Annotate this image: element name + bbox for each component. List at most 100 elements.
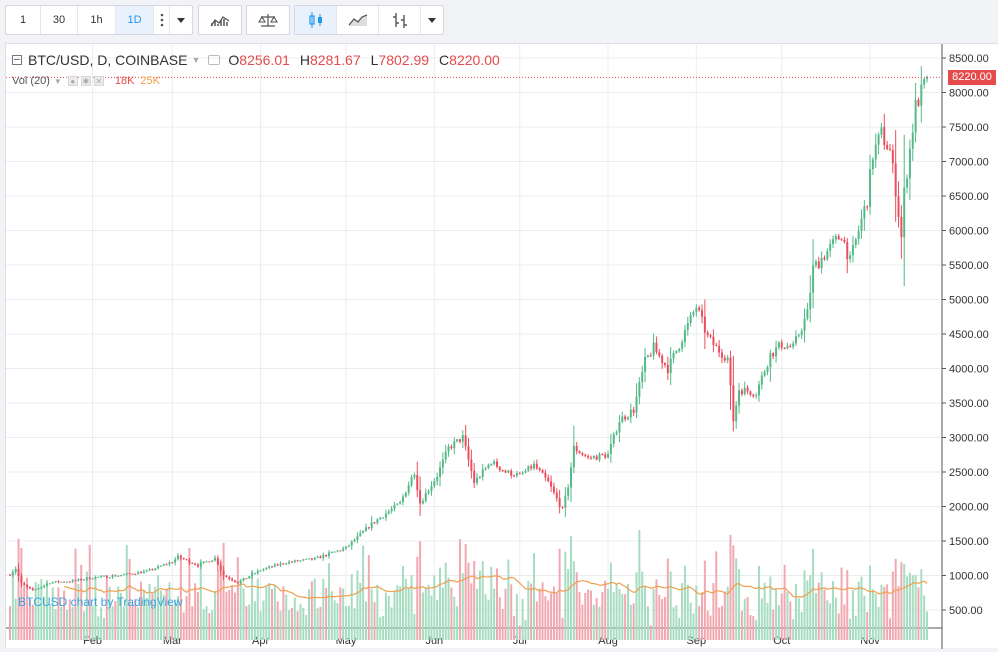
price-chart[interactable]: 8500.00 8000.00 7500.00 7000.00 6500.00 6000.… bbox=[6, 44, 998, 649]
volume-bar bbox=[299, 603, 302, 640]
y-tick-label: 1000.00 bbox=[949, 571, 989, 583]
candle-body bbox=[843, 239, 846, 243]
candle-body bbox=[219, 565, 222, 571]
chart-toolbar: 1 30 1h 1D bbox=[0, 0, 998, 40]
candle-body bbox=[732, 385, 735, 422]
candle-body bbox=[686, 322, 689, 331]
symbol-menu-caret-icon[interactable]: ▼ bbox=[191, 55, 201, 65]
volume-bar bbox=[638, 530, 641, 640]
volume-bar bbox=[869, 565, 872, 640]
candle-body bbox=[231, 578, 234, 581]
volume-bar bbox=[564, 551, 567, 640]
volume-bar bbox=[866, 612, 869, 640]
y-tick-label: 2500.00 bbox=[949, 467, 989, 479]
candle-body bbox=[165, 564, 168, 566]
candle-body bbox=[607, 453, 610, 458]
volume-bar bbox=[510, 584, 513, 640]
candle-body bbox=[171, 562, 174, 564]
volume-bar bbox=[239, 580, 242, 640]
candle-body bbox=[729, 357, 732, 386]
candle-body bbox=[117, 575, 120, 577]
candle-body bbox=[641, 371, 644, 383]
volume-bar bbox=[692, 613, 695, 640]
volume-bar bbox=[888, 618, 891, 640]
candle-body bbox=[689, 314, 692, 323]
candle-body bbox=[159, 565, 162, 567]
candle-body bbox=[185, 559, 188, 561]
candle-body bbox=[550, 481, 553, 487]
volume-bar bbox=[894, 558, 897, 640]
interval-1d-button[interactable]: 1D bbox=[116, 6, 154, 34]
symbol-title[interactable]: BTC/USD, D, COINBASE bbox=[28, 52, 188, 68]
candle-body bbox=[698, 307, 701, 311]
interval-30m-button[interactable]: 30 bbox=[41, 6, 78, 34]
candle-body bbox=[214, 557, 217, 561]
candle-body bbox=[151, 569, 154, 571]
candle-body bbox=[552, 486, 555, 493]
chart-style-dropdown-icon[interactable] bbox=[421, 6, 443, 34]
volume-bar bbox=[114, 601, 117, 640]
candle-body bbox=[17, 569, 20, 577]
interval-1m-button[interactable]: 1 bbox=[6, 6, 41, 34]
volume-bar bbox=[404, 578, 407, 640]
volume-bar bbox=[63, 590, 66, 640]
candle-body bbox=[251, 573, 254, 577]
volume-bar bbox=[746, 597, 749, 640]
area-style-icon[interactable] bbox=[337, 6, 379, 34]
volume-bar bbox=[803, 570, 806, 640]
volume-bar bbox=[538, 588, 541, 640]
compare-scale-icon[interactable] bbox=[247, 6, 289, 34]
volume-bar bbox=[478, 570, 481, 640]
candle-body bbox=[120, 575, 123, 577]
candle-body bbox=[60, 581, 63, 583]
volume-bar bbox=[185, 596, 188, 640]
volume-bar bbox=[94, 575, 97, 640]
y-tick-label: 6000.00 bbox=[949, 226, 989, 238]
chart-pane[interactable]: 8500.00 8000.00 7500.00 7000.00 6500.00 6000.… bbox=[5, 43, 998, 649]
volume-settings-icon[interactable]: ✱ bbox=[80, 76, 91, 86]
candle-body bbox=[535, 463, 538, 469]
candle-body bbox=[917, 99, 920, 106]
volume-bar bbox=[840, 567, 843, 640]
volume-bar bbox=[572, 561, 575, 640]
candle-body bbox=[296, 560, 299, 562]
candle-body bbox=[888, 149, 891, 151]
candle-body bbox=[555, 492, 558, 499]
collapse-legend-icon[interactable] bbox=[12, 55, 22, 65]
volume-bar bbox=[393, 591, 396, 640]
y-tick-label: 8000.00 bbox=[949, 88, 989, 100]
volume-bar bbox=[285, 594, 288, 640]
bars-style-icon[interactable] bbox=[379, 6, 421, 34]
volume-bar bbox=[191, 606, 194, 640]
volume-bar bbox=[122, 606, 125, 640]
volume-bar bbox=[362, 545, 365, 640]
volume-bar bbox=[407, 588, 410, 640]
volume-title[interactable]: Vol (20) bbox=[12, 75, 50, 87]
candle-body bbox=[273, 564, 276, 567]
indicators-icon[interactable] bbox=[199, 6, 241, 34]
volume-bar bbox=[612, 592, 615, 640]
volume-bar bbox=[495, 568, 498, 640]
volume-bar bbox=[908, 572, 911, 640]
tradingview-watermark[interactable]: BTCUSD chart by TradingView bbox=[18, 595, 183, 609]
volume-ma-line bbox=[64, 575, 928, 600]
more-intervals-icon[interactable] bbox=[154, 6, 170, 34]
interval-dropdown-icon[interactable] bbox=[170, 6, 192, 34]
candle-body bbox=[350, 541, 353, 546]
volume-visibility-icon[interactable]: ● bbox=[67, 76, 78, 86]
candle-body bbox=[923, 79, 926, 85]
candles-style-icon[interactable] bbox=[295, 6, 337, 34]
visibility-icon[interactable] bbox=[208, 55, 221, 65]
interval-1h-button[interactable]: 1h bbox=[78, 6, 116, 34]
volume-menu-caret-icon[interactable]: ▼ bbox=[53, 76, 62, 86]
volume-close-icon[interactable]: ✕ bbox=[93, 76, 104, 86]
volume-bar bbox=[626, 583, 629, 640]
volume-bar bbox=[14, 598, 17, 640]
candle-body bbox=[712, 336, 715, 345]
candle-body bbox=[191, 562, 194, 564]
candle-body bbox=[433, 481, 436, 487]
candle-body bbox=[134, 574, 137, 576]
volume-bar bbox=[755, 619, 758, 640]
candle-body bbox=[487, 464, 490, 468]
candle-body bbox=[305, 558, 308, 560]
